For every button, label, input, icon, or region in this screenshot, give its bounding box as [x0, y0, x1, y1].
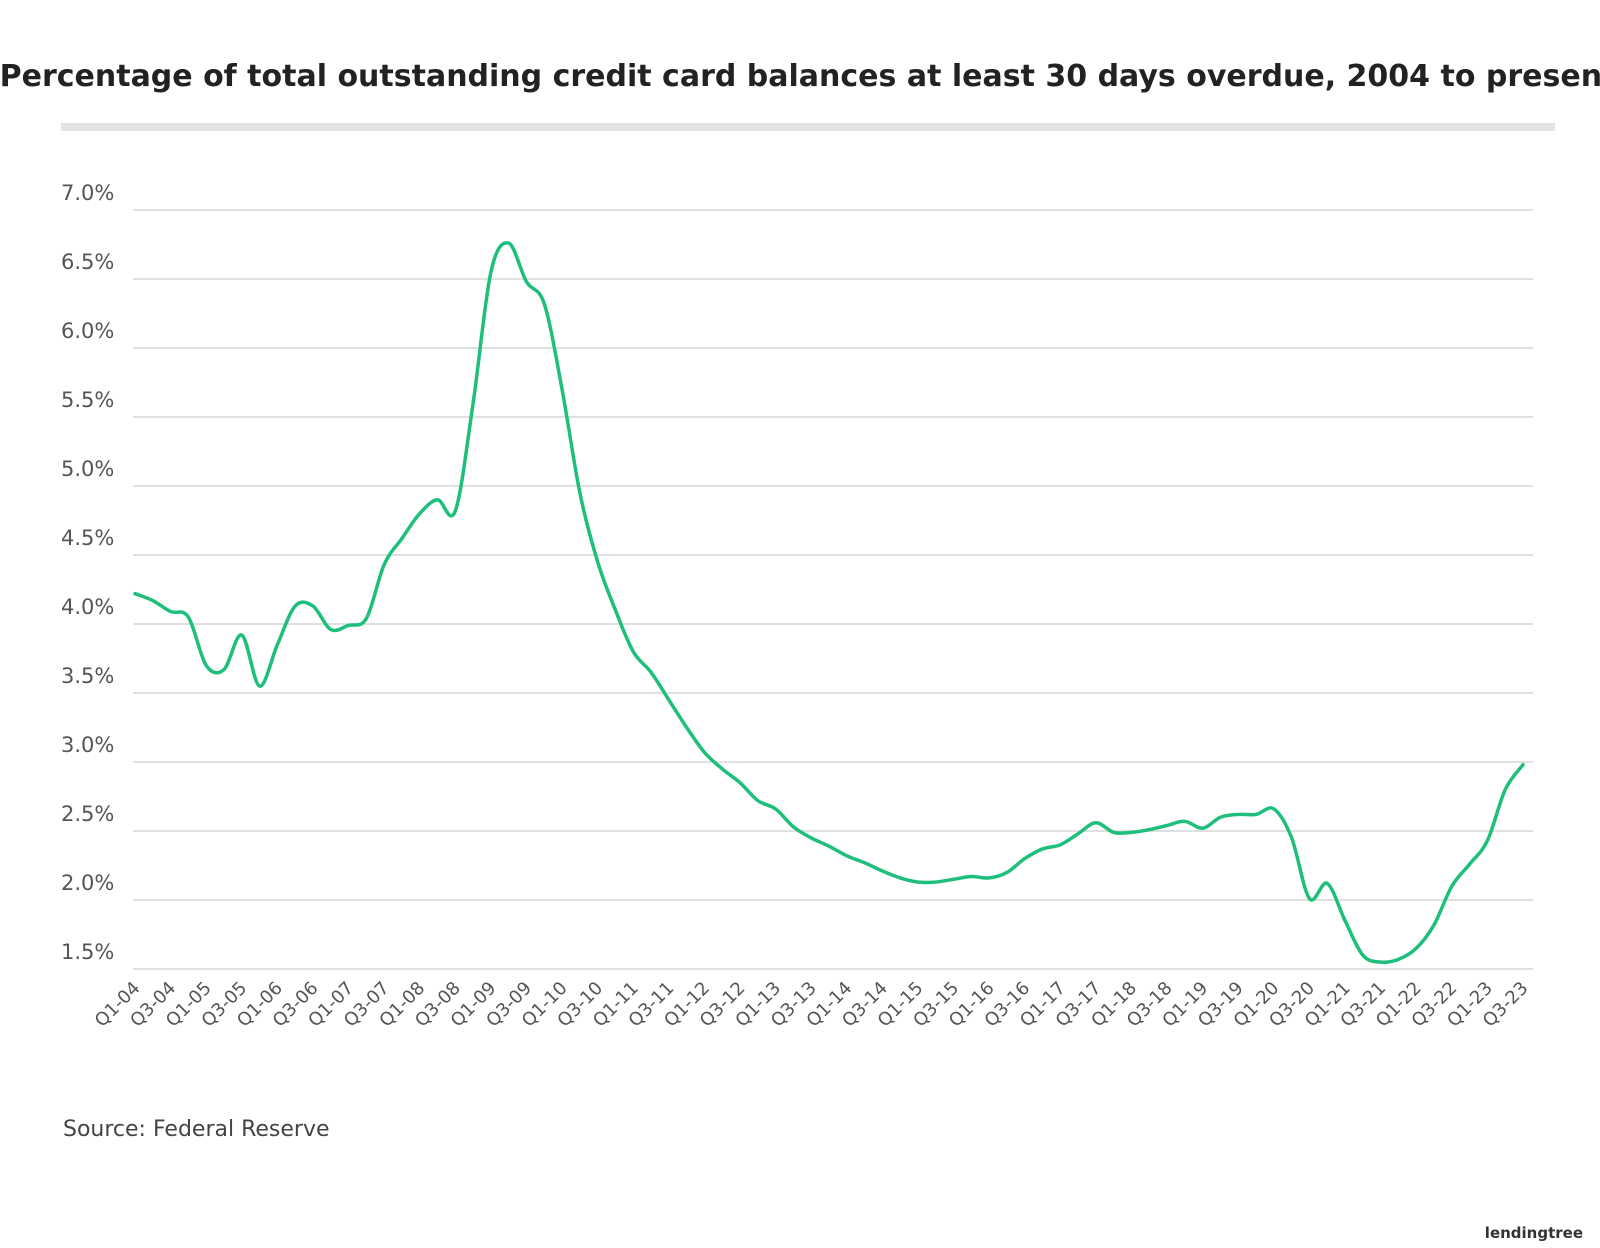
y-tick-label: 2.5%: [61, 802, 114, 826]
y-tick-label: 1.5%: [61, 940, 114, 964]
chart-title: Percentage of total outstanding credit c…: [0, 59, 1600, 94]
y-tick-label: 4.5%: [61, 526, 114, 550]
title-rule: [61, 123, 1555, 131]
data-line: [133, 241, 1525, 965]
y-tick-label: 6.5%: [61, 250, 114, 274]
source: Source: Federal Reserve: [63, 1117, 330, 1142]
y-tick-label: 4.0%: [61, 595, 114, 619]
y-tick-label: 3.0%: [61, 733, 114, 757]
y-tick-label: 5.0%: [61, 457, 114, 481]
y-tick-label: 6.0%: [61, 319, 114, 343]
y-tick-label: 7.0%: [61, 181, 114, 205]
y-tick-label: 3.5%: [61, 664, 114, 688]
y-tick-label: 2.0%: [61, 871, 114, 895]
y-tick-label: 5.5%: [61, 388, 114, 412]
logo: lendingtree: [1485, 1224, 1583, 1242]
